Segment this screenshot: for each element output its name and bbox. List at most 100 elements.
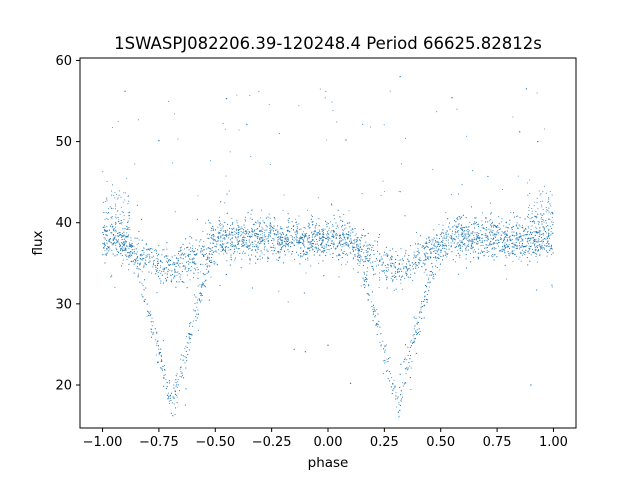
data-point bbox=[517, 227, 519, 229]
data-point bbox=[240, 267, 242, 269]
data-point bbox=[376, 309, 378, 311]
data-point bbox=[456, 230, 458, 232]
data-point bbox=[128, 257, 130, 259]
data-point bbox=[409, 365, 411, 367]
data-point bbox=[516, 239, 518, 241]
data-point bbox=[207, 266, 209, 268]
data-point bbox=[418, 258, 420, 260]
data-point bbox=[345, 227, 347, 229]
data-point bbox=[163, 364, 166, 367]
data-point bbox=[490, 226, 492, 228]
data-point bbox=[487, 221, 489, 223]
data-point bbox=[307, 225, 309, 227]
data-point bbox=[542, 238, 544, 240]
data-point bbox=[247, 212, 249, 214]
data-point bbox=[407, 367, 409, 369]
data-point bbox=[247, 254, 250, 256]
data-point bbox=[211, 235, 213, 237]
data-point bbox=[247, 244, 249, 246]
data-point bbox=[521, 246, 523, 248]
data-point bbox=[200, 294, 202, 296]
data-point bbox=[447, 233, 449, 235]
data-point bbox=[299, 239, 301, 242]
data-point bbox=[418, 322, 420, 324]
data-point bbox=[393, 265, 395, 267]
data-point bbox=[257, 236, 259, 238]
data-point bbox=[373, 308, 375, 310]
data-point bbox=[151, 325, 153, 327]
data-point bbox=[552, 232, 554, 234]
data-point bbox=[156, 263, 159, 265]
data-point bbox=[471, 233, 474, 235]
data-point bbox=[451, 233, 453, 235]
data-point bbox=[392, 280, 394, 282]
data-point bbox=[409, 264, 411, 266]
data-point bbox=[138, 273, 140, 275]
data-point bbox=[302, 251, 304, 253]
data-point bbox=[208, 257, 210, 259]
data-point bbox=[339, 236, 341, 238]
data-point bbox=[394, 272, 396, 274]
data-point bbox=[286, 227, 288, 229]
data-point bbox=[306, 253, 308, 255]
data-point bbox=[446, 230, 448, 232]
data-point bbox=[543, 227, 545, 229]
data-point bbox=[161, 270, 163, 272]
data-point bbox=[501, 221, 503, 223]
data-point bbox=[160, 260, 162, 262]
data-point bbox=[369, 258, 371, 260]
data-point bbox=[142, 259, 144, 261]
data-point bbox=[519, 233, 522, 235]
data-point bbox=[112, 244, 114, 246]
data-point bbox=[425, 245, 427, 247]
data-point bbox=[152, 333, 154, 335]
data-point bbox=[264, 229, 266, 231]
data-point bbox=[230, 249, 232, 251]
data-point bbox=[472, 240, 474, 242]
data-point bbox=[106, 180, 108, 182]
data-point bbox=[540, 236, 543, 239]
data-point bbox=[385, 361, 387, 363]
data-point bbox=[321, 246, 323, 248]
data-point bbox=[230, 254, 232, 256]
data-point bbox=[406, 369, 409, 371]
data-point bbox=[323, 275, 325, 277]
data-point bbox=[107, 239, 109, 241]
data-point bbox=[106, 242, 108, 244]
data-point bbox=[383, 362, 385, 364]
data-point bbox=[333, 214, 335, 216]
data-point bbox=[129, 242, 131, 244]
data-point bbox=[543, 213, 545, 215]
data-point bbox=[224, 250, 227, 252]
data-point bbox=[404, 344, 406, 346]
data-point bbox=[324, 237, 327, 239]
data-point bbox=[423, 317, 425, 319]
data-point bbox=[205, 286, 207, 288]
data-point bbox=[345, 253, 347, 256]
data-point bbox=[537, 220, 539, 222]
data-point bbox=[522, 239, 524, 241]
data-point bbox=[352, 249, 354, 252]
data-point bbox=[310, 265, 312, 267]
data-point bbox=[503, 225, 505, 227]
data-point bbox=[432, 241, 434, 243]
data-point bbox=[442, 255, 444, 257]
data-point bbox=[224, 221, 226, 223]
data-point bbox=[260, 241, 262, 243]
data-point bbox=[128, 227, 130, 229]
data-point bbox=[354, 255, 356, 257]
data-point bbox=[546, 237, 549, 240]
data-point bbox=[367, 248, 369, 250]
data-point bbox=[342, 229, 344, 231]
data-point bbox=[105, 239, 108, 242]
data-point bbox=[257, 228, 259, 230]
data-point bbox=[482, 227, 484, 229]
data-point bbox=[458, 216, 460, 218]
data-point bbox=[139, 264, 141, 266]
data-point bbox=[488, 228, 490, 230]
data-point bbox=[237, 248, 239, 250]
data-point bbox=[139, 254, 141, 256]
data-point bbox=[337, 245, 339, 247]
data-point bbox=[419, 235, 422, 237]
data-point bbox=[460, 216, 463, 218]
